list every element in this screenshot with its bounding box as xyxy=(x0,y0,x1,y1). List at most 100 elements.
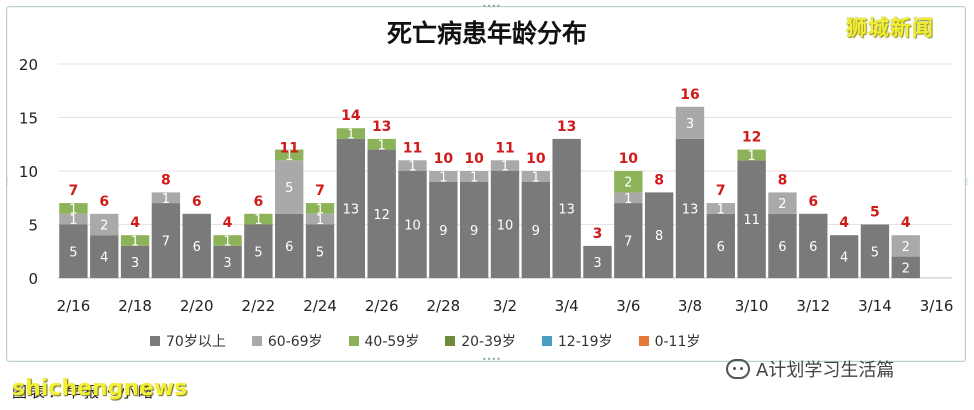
bar-segment xyxy=(59,203,88,214)
x-tick-label: 2/26 xyxy=(365,297,399,315)
segment-value-label: 1 xyxy=(501,160,509,175)
bar-total-label: 11 xyxy=(495,140,514,156)
x-tick-label: 3/10 xyxy=(735,297,769,315)
segment-value-label: 1 xyxy=(69,213,77,228)
bar-segment xyxy=(275,160,304,214)
segment-value-label: 11 xyxy=(743,213,760,228)
x-tick-label: 3/2 xyxy=(493,297,517,315)
legend-item: 0-11岁 xyxy=(638,331,701,351)
bar-total-label: 16 xyxy=(680,87,699,103)
segment-value-label: 5 xyxy=(285,181,293,196)
x-tick-label: 3/14 xyxy=(858,297,892,315)
bar-total-label: 6 xyxy=(99,194,109,210)
legend-item: 40-59岁 xyxy=(348,331,419,351)
bar-total-label: 11 xyxy=(403,140,422,156)
segment-value-label: 8 xyxy=(655,229,663,244)
bar-segment xyxy=(120,235,150,246)
segment-value-label: 2 xyxy=(778,197,786,212)
bar-segment xyxy=(244,213,273,225)
x-tick-label: 3/4 xyxy=(555,297,579,315)
segment-value-label: 7 xyxy=(624,235,632,250)
segment-value-label: 10 xyxy=(404,219,421,234)
segment-value-label: 1 xyxy=(532,170,540,185)
x-tick-label: 3/16 xyxy=(920,297,954,315)
resize-handle-top[interactable]: •••• xyxy=(482,2,501,11)
bar-segment xyxy=(275,213,304,278)
segment-value-label: 2 xyxy=(100,219,108,234)
bar-segment xyxy=(182,213,211,278)
segment-value-label: 5 xyxy=(316,245,324,260)
resize-handle-left[interactable]: ⋮ xyxy=(3,177,11,186)
segment-value-label: 7 xyxy=(162,235,170,250)
bar-segment xyxy=(552,138,581,278)
wechat-label: A计划学习生活篇 xyxy=(756,360,895,381)
legend-label: 20-39岁 xyxy=(461,334,516,350)
bar-segment xyxy=(429,181,458,278)
bar-total-label: 4 xyxy=(223,215,233,231)
bar-total-label: 4 xyxy=(839,215,849,231)
bar-segment xyxy=(59,213,88,225)
bar-segment xyxy=(891,235,920,257)
x-tick-label: 3/6 xyxy=(616,297,640,315)
x-tick-label: 3/12 xyxy=(796,297,830,315)
segment-value-label: 1 xyxy=(347,128,355,143)
bar-segment xyxy=(737,160,766,278)
segment-value-label: 5 xyxy=(254,245,262,260)
resize-handle-bottom[interactable]: •••• xyxy=(482,355,501,364)
bar-segment xyxy=(367,138,396,150)
legend-swatch xyxy=(348,336,359,346)
legend-label: 12-19岁 xyxy=(557,334,613,350)
bar-segment xyxy=(459,171,489,182)
watermark-shichengnews: shichengnews xyxy=(12,376,188,401)
bar-segment xyxy=(398,160,427,171)
legend-item: 12-19岁 xyxy=(541,331,613,351)
legend-swatch xyxy=(150,336,160,346)
bar-segment xyxy=(768,213,797,278)
chart-title: 死亡病患年龄分布 xyxy=(386,19,587,48)
bar-segment xyxy=(244,224,273,278)
segment-value-label: 6 xyxy=(778,240,786,255)
segment-value-label: 2 xyxy=(902,261,910,276)
legend-swatch xyxy=(638,336,649,346)
bar-segment xyxy=(367,149,396,278)
bar-total-label: 4 xyxy=(130,215,140,231)
segment-value-label: 1 xyxy=(717,202,725,217)
bar-total-label: 8 xyxy=(778,172,788,188)
legend-label: 0-11岁 xyxy=(654,334,701,350)
segment-value-label: 3 xyxy=(593,256,601,271)
y-tick-label: 20 xyxy=(19,56,38,74)
legend-swatch xyxy=(541,336,552,346)
segment-value-label: 10 xyxy=(497,219,514,234)
bar-total-label: 14 xyxy=(341,108,361,124)
bar-total-label: 7 xyxy=(716,183,726,199)
watermark-shicheng: 狮城新闻 xyxy=(846,16,934,40)
bar-segment xyxy=(737,149,766,161)
legend-item: 60-69岁 xyxy=(251,331,323,351)
bar-total-label: 13 xyxy=(557,119,576,135)
segment-value-label: 5 xyxy=(871,245,879,260)
segment-value-label: 4 xyxy=(100,251,108,266)
bar-total-label: 6 xyxy=(808,194,818,210)
bar-segment xyxy=(860,224,890,278)
bar-segment xyxy=(891,256,920,278)
bar-total-label: 11 xyxy=(279,140,298,156)
bar-segment xyxy=(768,192,797,214)
segment-value-label: 1 xyxy=(470,170,478,185)
legend-label: 60-69岁 xyxy=(267,334,323,350)
bar-segment xyxy=(305,203,335,214)
segment-value-label: 1 xyxy=(285,149,293,164)
chart-legend: 70岁以上 60-69岁 40-59岁 20-39岁 12-19岁 0-11岁 xyxy=(150,332,700,350)
bar-total-label: 8 xyxy=(654,172,664,188)
bar-segment xyxy=(336,138,366,278)
segment-value-label: 12 xyxy=(373,208,390,223)
bar-segment xyxy=(644,192,674,278)
segment-value-label: 1 xyxy=(69,202,77,217)
bar-segment xyxy=(398,171,427,278)
x-tick-label: 2/24 xyxy=(303,297,337,315)
bar-segment xyxy=(521,181,551,278)
resize-handle-right[interactable]: ⋮ xyxy=(963,177,971,186)
segment-value-label: 1 xyxy=(254,213,262,228)
bar-total-label: 10 xyxy=(434,151,454,167)
bar-total-label: 13 xyxy=(372,119,391,135)
